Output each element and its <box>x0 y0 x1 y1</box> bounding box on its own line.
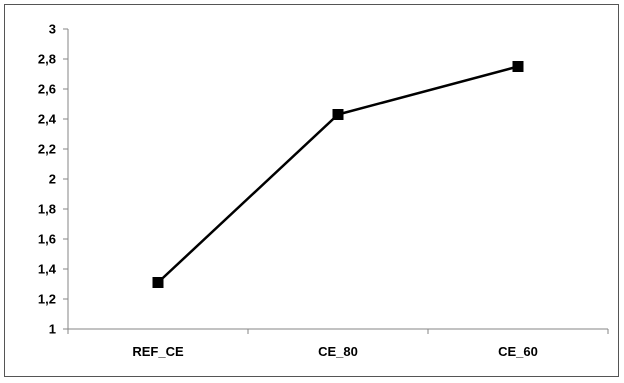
data-point-marker <box>332 109 344 120</box>
data-point-marker <box>152 277 164 288</box>
y-tick-label: 1,4 <box>38 262 57 277</box>
y-tick-label: 2,4 <box>38 112 57 127</box>
y-tick-label: 1,2 <box>38 292 56 307</box>
x-axis-ticks: REF_CE CE_80 CE_60 <box>67 329 609 359</box>
y-tick-label: 2,6 <box>38 82 56 97</box>
x-tick-label: CE_80 <box>318 344 358 359</box>
y-tick-label: 2 <box>49 172 56 187</box>
chart-axes <box>67 29 608 330</box>
y-tick-label: 2,2 <box>38 142 56 157</box>
y-tick-label: 1,6 <box>38 232 56 247</box>
y-tick-label: 1 <box>49 322 56 337</box>
data-point-marker <box>512 61 524 72</box>
series-line <box>157 65 519 284</box>
y-tick-label: 2,8 <box>38 52 56 67</box>
x-tick-label: CE_60 <box>498 344 538 359</box>
y-tick-label: 3 <box>49 22 56 37</box>
y-axis-ticks: 1 1,2 1,4 1,6 1,8 2 2,2 2,4 2,6 2,8 3 <box>38 22 68 337</box>
x-tick-label: REF_CE <box>132 344 184 359</box>
series-layer <box>152 61 524 288</box>
y-tick-label: 1,8 <box>38 202 56 217</box>
